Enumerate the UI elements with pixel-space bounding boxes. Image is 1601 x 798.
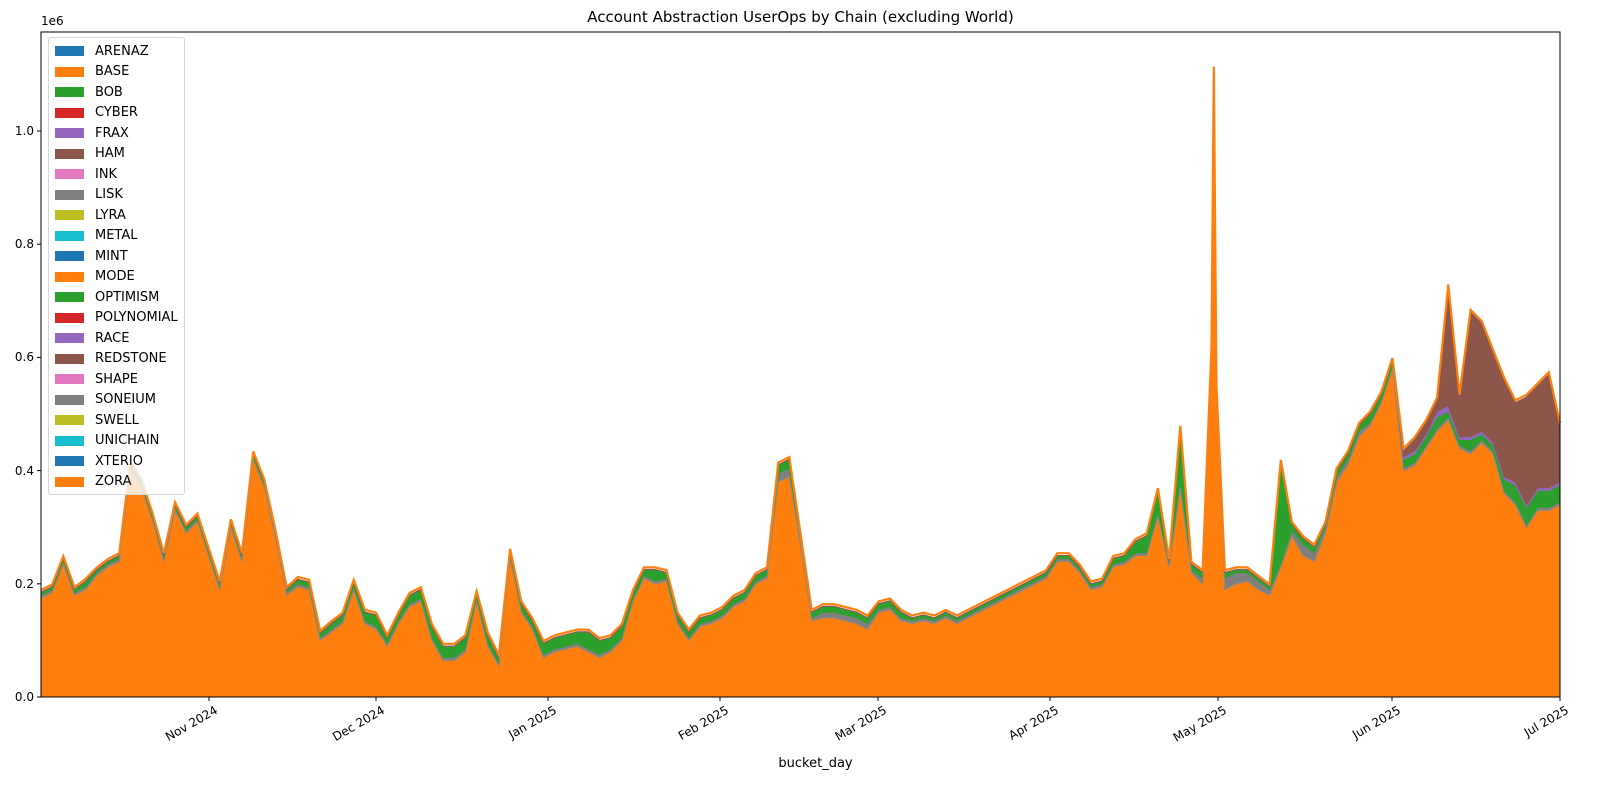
y-tick-label: 0.8 [14, 237, 34, 252]
legend-item: MINT [49, 246, 184, 267]
legend-swatch [55, 415, 84, 426]
legend-label: SWELL [95, 412, 139, 428]
legend-label: SONEIUM [95, 392, 156, 408]
chart-title: Account Abstraction UserOps by Chain (ex… [587, 8, 1014, 26]
legend-item: SONEIUM [49, 390, 184, 411]
legend-label: BOB [95, 84, 123, 100]
legend-swatch [55, 107, 84, 118]
legend-label: MINT [95, 248, 128, 264]
legend-swatch [55, 169, 84, 180]
legend-label: CYBER [95, 105, 138, 121]
legend-item: SHAPE [49, 369, 184, 390]
legend-swatch [55, 374, 84, 385]
legend-label: OPTIMISM [95, 289, 160, 305]
legend-label: LISK [95, 187, 123, 203]
legend-swatch [55, 189, 84, 200]
legend-item: LYRA [49, 205, 184, 226]
y-tick-label: 0.2 [14, 576, 34, 591]
legend-swatch [55, 312, 84, 323]
y-tick-label: 0.6 [14, 350, 34, 365]
legend-swatch [55, 251, 84, 262]
legend-label: LYRA [95, 207, 126, 223]
legend-swatch [55, 292, 84, 303]
legend-swatch [55, 128, 84, 139]
legend-item: METAL [49, 226, 184, 247]
legend-swatch [55, 210, 84, 221]
legend-swatch [55, 87, 84, 98]
legend-item: RACE [49, 328, 184, 349]
y-offset-label: 1e6 [41, 14, 64, 28]
legend-label: ARENAZ [95, 43, 149, 59]
legend-item: HAM [49, 144, 184, 165]
legend: ARENAZ BASE BOB CYBER FRAX HAM INK LISK LYRA META… [48, 37, 185, 495]
legend-item: BOB [49, 82, 184, 103]
y-tick-label: 0.4 [14, 463, 34, 478]
legend-item: ZORA [49, 472, 184, 493]
legend-label: BASE [95, 64, 130, 80]
legend-swatch [55, 456, 84, 467]
x-axis-label: bucket_day [778, 756, 853, 771]
legend-label: POLYNOMIAL [95, 310, 178, 326]
y-tick-label: 1.0 [14, 124, 34, 138]
legend-swatch [55, 476, 84, 487]
legend-item: MODE [49, 267, 184, 288]
legend-label: ZORA [95, 474, 132, 490]
zora-top-line [40, 66, 1562, 660]
legend-item: SWELL [49, 410, 184, 431]
legend-swatch [55, 46, 84, 57]
legend-swatch [55, 230, 84, 241]
legend-swatch [55, 394, 84, 405]
legend-label: FRAX [95, 125, 129, 141]
legend-label: REDSTONE [95, 351, 167, 367]
axis-ticks [37, 130, 1561, 701]
legend-label: HAM [95, 146, 125, 162]
legend-item: UNICHAIN [49, 431, 184, 452]
legend-item: REDSTONE [49, 349, 184, 370]
stacked-areas [40, 66, 1562, 698]
legend-label: MODE [95, 269, 135, 285]
axes-frame [40, 31, 1561, 698]
legend-label: METAL [95, 228, 138, 244]
legend-item: LISK [49, 185, 184, 206]
legend-swatch [55, 148, 84, 159]
area-base [40, 74, 1561, 698]
legend-label: XTERIO [95, 453, 143, 469]
legend-swatch [55, 333, 84, 344]
legend-swatch [55, 66, 84, 77]
base-edge-line [40, 74, 1561, 668]
legend-item: OPTIMISM [49, 287, 184, 308]
legend-label: SHAPE [95, 371, 138, 387]
legend-label: UNICHAIN [95, 433, 160, 449]
legend-item: XTERIO [49, 451, 184, 472]
legend-swatch [55, 435, 84, 446]
legend-item: POLYNOMIAL [49, 308, 184, 329]
legend-item: ARENAZ [49, 41, 184, 62]
legend-item: BASE [49, 62, 184, 83]
legend-swatch [55, 271, 84, 282]
legend-item: CYBER [49, 103, 184, 124]
legend-label: RACE [95, 330, 130, 346]
legend-item: INK [49, 164, 184, 185]
y-tick-label: 0.0 [14, 690, 34, 704]
legend-label: INK [95, 166, 118, 182]
legend-item: FRAX [49, 123, 184, 144]
legend-swatch [55, 353, 84, 364]
